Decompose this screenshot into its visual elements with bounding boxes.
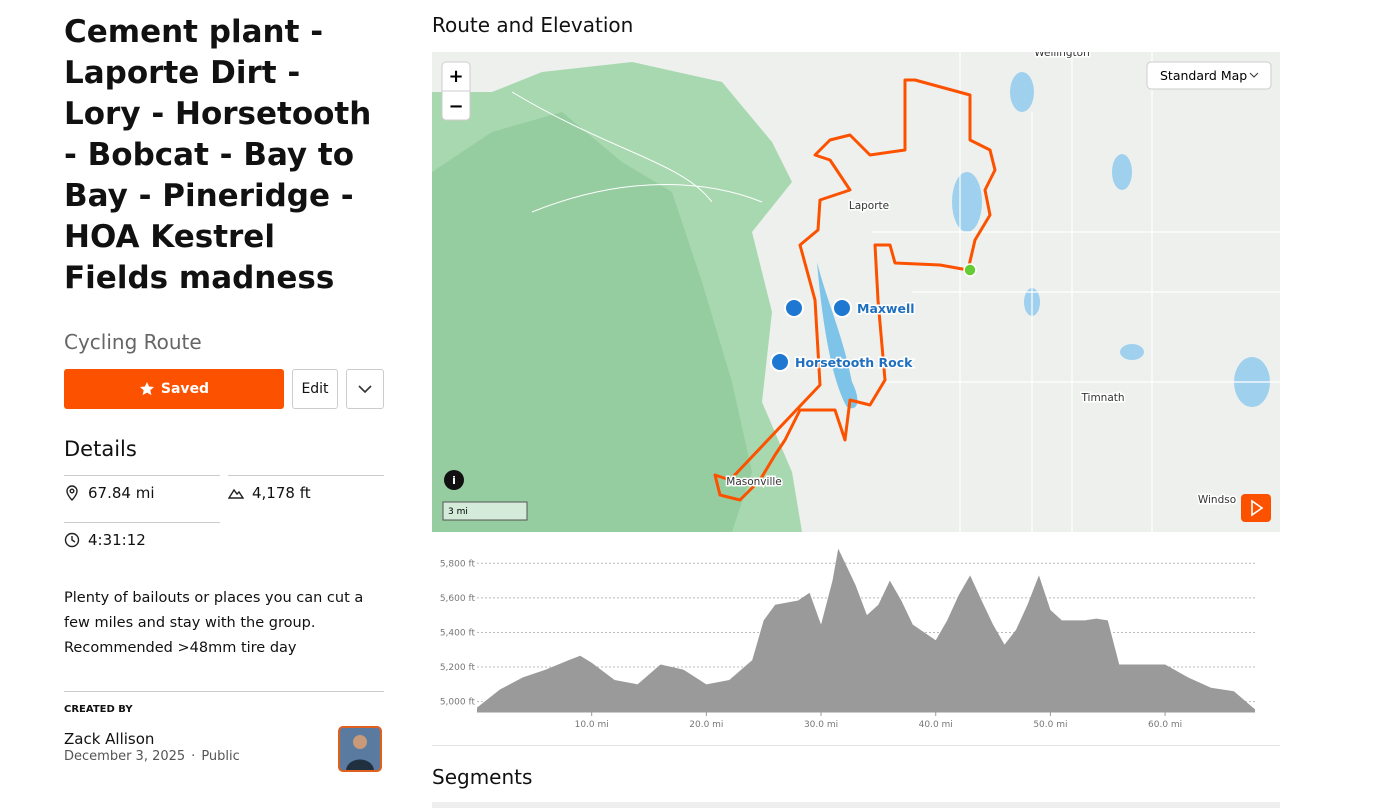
distance: 67.84 mi [88,484,155,502]
star-icon [139,382,154,396]
zoom-out[interactable]: − [448,96,463,117]
map-heading: Route and Elevation [432,13,634,37]
x-tick-label: 40.0 mi [919,720,953,730]
scale-bar [442,501,528,521]
divider [64,475,220,476]
divider [64,522,220,523]
route-line [713,78,997,502]
saved-button[interactable]: Saved [64,369,284,409]
divider [432,745,1280,746]
place-label: Windso [1198,494,1236,506]
zoom-control [441,61,471,121]
y-tick-label: 5,200 ft [440,663,476,673]
moving-time: 4:31:12 [88,531,146,549]
elevation-area [477,548,1255,712]
y-tick-label: 5,400 ft [440,628,476,638]
separator: · [191,749,196,764]
details-heading: Details [64,437,137,461]
poi-marker[interactable] [832,298,852,318]
y-tick-label: 5,000 ft [440,698,476,708]
poi-marker[interactable] [770,352,790,372]
x-tick-label: 20.0 mi [689,720,723,730]
x-tick-label: 60.0 mi [1148,720,1182,730]
place-label: Masonville [726,476,781,488]
play-icon [1251,499,1264,517]
mountain-icon [228,488,244,499]
route-kind: Cycling Route [64,330,202,354]
chevron-icon [1249,72,1259,78]
chevron-icon [358,385,372,394]
x-tick-label: 50.0 mi [1033,720,1067,730]
x-tick-label: 10.0 mi [575,720,609,730]
time-stat: 4:31:12 [64,531,146,549]
scale-label: 3 mi [448,507,468,517]
distance-stat: 67.84 mi [64,484,155,502]
map-style-select[interactable] [1146,61,1272,90]
route-title: Cement plant - Laporte Dirt - Lory - Hor… [64,14,372,296]
start-marker [963,263,977,277]
map[interactable]: + − Standard Map i 3 mi Wellington Laport… [432,52,1280,532]
elevation-stat: 4,178 ft [228,484,311,502]
zoom-in[interactable]: + [448,66,463,87]
visibility: Public [201,749,240,764]
place-label: Laporte [849,200,889,212]
clock-icon [64,532,80,548]
view-marker[interactable] [784,298,804,318]
x-tick-label: 30.0 mi [804,720,838,730]
saved-label: Saved [160,381,210,397]
segments-bar [432,802,1280,808]
edit-button[interactable]: Edit [292,369,338,409]
more-button[interactable] [346,369,384,409]
avatar[interactable] [338,726,382,772]
poi-label[interactable]: Horsetooth Rock [794,354,915,372]
creator-meta: December 3, 2025 · Public [64,749,240,764]
y-tick-label: 5,600 ft [440,594,476,604]
place-label: Wellington [1034,52,1090,59]
divider [64,691,384,692]
pin-icon [66,485,78,501]
flyover-button[interactable] [1241,494,1271,522]
info-button[interactable] [444,470,464,490]
info-icon: i [452,474,456,487]
segments-heading: Segments [432,765,533,789]
elevation-gain: 4,178 ft [252,484,311,502]
elevation-chart: 5,000 ft 5,200 ft 5,400 ft 5,600 ft 5,800 ft… [440,548,1255,730]
description: Plenty of bailouts or places you can cut… [64,590,364,656]
place-label: Timnath [1080,392,1124,404]
created-date: December 3, 2025 [64,749,186,764]
map-style[interactable]: Standard Map [1160,68,1247,83]
y-tick-label: 5,800 ft [440,559,476,569]
poi-label[interactable]: Maxwell [856,300,917,318]
divider [228,475,384,476]
creator-name[interactable]: Zack Allison [64,730,155,748]
created-by-label: CREATED BY [64,704,133,715]
